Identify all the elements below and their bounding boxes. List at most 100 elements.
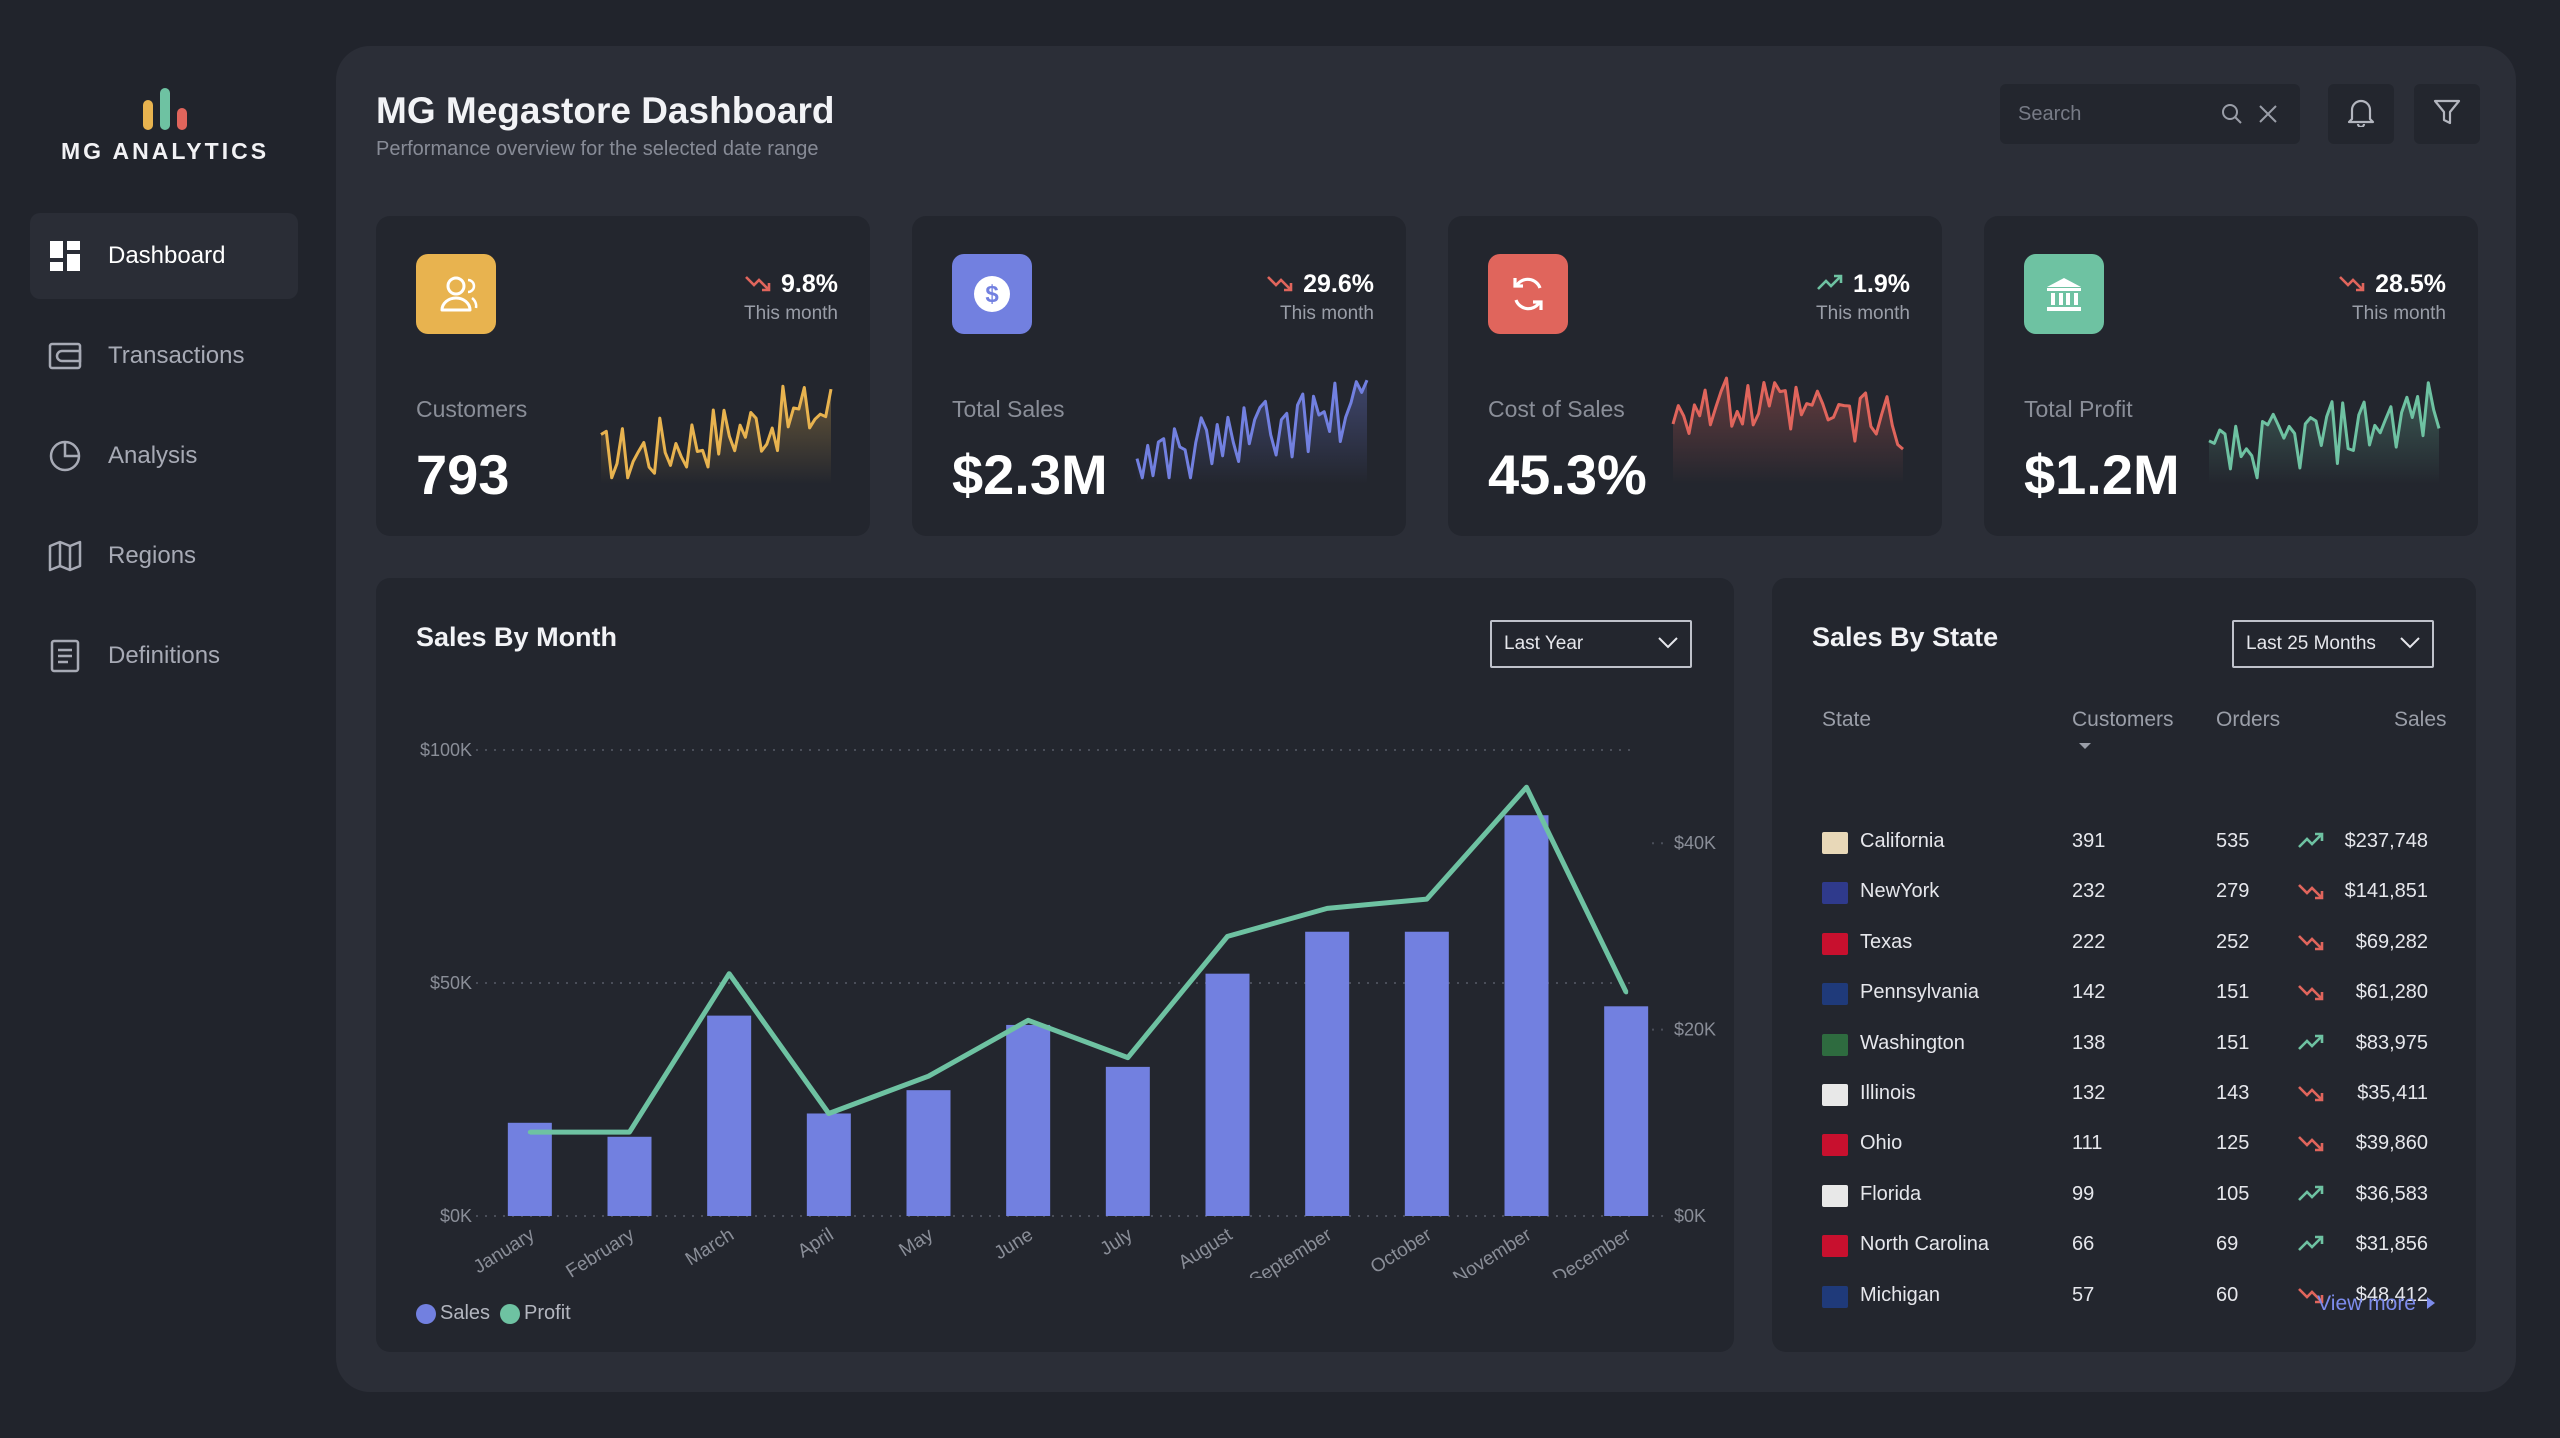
logo-bars-icon <box>54 88 276 130</box>
table-row[interactable]: Florida 99 105 $36,583 <box>1772 1171 2476 1221</box>
state-flag-icon <box>1822 932 1848 955</box>
table-row[interactable]: Illinois 132 143 $35,411 <box>1772 1070 2476 1120</box>
state-name: Texas <box>1860 930 1913 953</box>
table-row[interactable]: Pennsylvania 142 151 $61,280 <box>1772 969 2476 1019</box>
sales-bar-june[interactable] <box>1006 1024 1051 1216</box>
table-row[interactable]: Texas 222 252 $69,282 <box>1772 919 2476 969</box>
search-input[interactable] <box>2018 102 2214 126</box>
sidebar-item-regions[interactable]: Regions <box>30 513 298 599</box>
sales-bar-september[interactable] <box>1305 931 1350 1216</box>
table-row[interactable]: Ohio 111 125 $39,860 <box>1772 1120 2476 1170</box>
kpi-change-value: 28.5% <box>2375 270 2446 298</box>
legend-label: Profit <box>524 1302 571 1324</box>
state-name: California <box>1860 830 1945 852</box>
kpi-change-value: 1.9% <box>1853 270 1910 298</box>
profit-point-february <box>627 1130 632 1135</box>
sales-by-month-chart: $0K $50K $100K $0K $20K $40K January February Ma… <box>420 740 1716 1278</box>
column-header-sales[interactable]: Sales <box>2394 708 2447 731</box>
view-more-link[interactable]: View more <box>2317 1292 2436 1316</box>
clear-search-icon[interactable] <box>2250 96 2286 132</box>
document-icon <box>48 639 82 673</box>
sidebar-item-definitions[interactable]: Definitions <box>30 613 298 699</box>
sort-desc-icon <box>2078 732 2174 756</box>
sales-bar-august[interactable] <box>1205 973 1250 1216</box>
trend-down-icon <box>1267 270 1293 299</box>
column-header-orders[interactable]: Orders <box>2216 708 2281 731</box>
sidebar-item-analysis[interactable]: Analysis <box>30 413 298 499</box>
table-row[interactable]: North Carolina 66 69 $31,856 <box>1772 1221 2476 1271</box>
profit-line[interactable] <box>529 784 1629 1135</box>
x-tick-label: June <box>991 1224 1037 1264</box>
sales-bar-march[interactable] <box>707 1015 752 1216</box>
sales-bar-november[interactable] <box>1504 815 1549 1216</box>
state-flag-icon <box>1822 1285 1848 1308</box>
kpi-value: $1.2M <box>2024 443 2180 506</box>
kpi-card-total-sales[interactable]: $ 29.6% This month Total Sales $2.3M <box>912 216 1406 536</box>
sidebar-item-transactions[interactable]: Transactions <box>30 313 298 399</box>
profit-point-september <box>1325 906 1330 911</box>
notifications-button[interactable] <box>2328 84 2394 144</box>
trend-down-icon <box>2298 983 2324 1007</box>
trend-down-icon <box>2298 1134 2324 1158</box>
trend-down-icon <box>2298 1286 2324 1310</box>
sales-value: $69,282 <box>2355 930 2428 953</box>
sales-sparkline <box>1135 379 1369 484</box>
table-row[interactable]: Michigan 57 60 $48,412 <box>1772 1272 2476 1322</box>
profit-point-june <box>1026 1018 1031 1023</box>
column-header-customers[interactable]: Customers <box>2072 708 2174 756</box>
legend-item-sales[interactable]: Sales <box>416 1302 490 1325</box>
state-name: Michigan <box>1860 1283 1941 1306</box>
sales-bar-may[interactable] <box>906 1090 951 1216</box>
state-name: NewYork <box>1860 880 1940 903</box>
kpi-card-total-profit[interactable]: 28.5% This month Total Profit $1.2M <box>1984 216 2478 536</box>
sales-bar-february[interactable] <box>607 1136 652 1216</box>
kpi-label: Total Sales <box>952 396 1065 422</box>
bell-icon <box>2347 97 2375 132</box>
kpi-change-value: 29.6% <box>1303 270 1374 298</box>
customers-value: 232 <box>2072 880 2106 903</box>
kpi-card-cost-of-sales[interactable]: 1.9% This month Cost of Sales 45.3% <box>1448 216 1942 536</box>
table-row[interactable]: NewYork 232 279 $141,851 <box>1772 868 2476 918</box>
profit-sparkline <box>2208 381 2441 484</box>
sales-bar-april[interactable] <box>806 1113 851 1216</box>
sidebar-item-label: Definitions <box>108 642 221 669</box>
sales-bar-july[interactable] <box>1105 1066 1150 1216</box>
kpi-change: 28.5% This month <box>2339 270 2446 325</box>
page-title: MG Megastore Dashboard <box>376 90 835 131</box>
brand-logo[interactable]: MG ANALYTICS <box>54 88 276 165</box>
kpi-card-customers[interactable]: 9.8% This month Customers 793 <box>376 216 870 536</box>
column-header-state[interactable]: State <box>1822 708 1872 731</box>
card-title: Sales By State <box>1812 622 1999 652</box>
sidebar-item-dashboard[interactable]: Dashboard <box>30 213 298 299</box>
kpi-value: $2.3M <box>952 443 1108 506</box>
dashboard-icon <box>48 239 82 273</box>
trend-up-icon <box>1817 270 1843 299</box>
main-panel: MG Megastore Dashboard Performance overv… <box>336 46 2516 1392</box>
kpi-change-value: 9.8% <box>781 270 838 298</box>
table-row[interactable]: California 391 535 $237,748 <box>1772 818 2476 868</box>
x-tick-label: September <box>1246 1224 1337 1278</box>
kpi-change: 9.8% This month <box>744 270 838 325</box>
legend-item-profit[interactable]: Profit <box>500 1302 571 1325</box>
range-dropdown[interactable]: Last 25 Months <box>2232 620 2434 668</box>
sales-value: $35,411 <box>2357 1082 2428 1104</box>
pie-chart-icon <box>48 439 82 473</box>
column-header-label: Customers <box>2072 708 2174 731</box>
sales-bar-december[interactable] <box>1604 1006 1649 1216</box>
sales-bar-october[interactable] <box>1404 931 1449 1216</box>
kpi-period: This month <box>1280 303 1374 324</box>
sales-value: $237,748 <box>2344 830 2428 852</box>
kpi-value: 45.3% <box>1488 443 1647 506</box>
table-row[interactable]: Washington 138 151 $83,975 <box>1772 1020 2476 1070</box>
filter-button[interactable] <box>2414 84 2480 144</box>
orders-value: 151 <box>2216 981 2250 1004</box>
state-flag-icon <box>1822 1033 1848 1056</box>
search-icon[interactable] <box>2214 96 2250 132</box>
customers-value: 57 <box>2072 1283 2095 1306</box>
sidebar-item-label: Dashboard <box>108 242 226 269</box>
sidebar-nav: Dashboard Transactions Analysis Regions … <box>30 213 298 713</box>
period-dropdown[interactable]: Last Year <box>1490 620 1692 668</box>
sales-bar-january[interactable] <box>507 1122 552 1216</box>
sales-value: $141,851 <box>2344 880 2428 903</box>
wallet-icon <box>48 339 82 373</box>
